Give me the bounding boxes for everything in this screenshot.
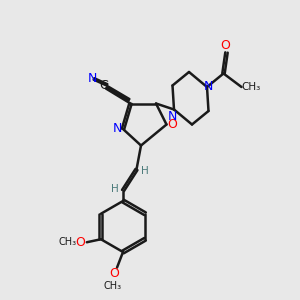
Text: N: N [87,71,97,85]
Text: N: N [113,122,122,136]
Text: H: H [111,184,119,194]
Text: CH₃: CH₃ [241,82,260,92]
Text: O: O [75,236,85,249]
Text: O: O [220,39,230,52]
Text: N: N [204,80,213,94]
Text: O: O [109,267,119,280]
Text: O: O [167,118,177,131]
Text: N: N [168,110,177,123]
Text: CH₃: CH₃ [59,237,77,247]
Text: CH₃: CH₃ [103,281,122,291]
Text: H: H [141,166,149,176]
Text: C: C [99,79,108,92]
